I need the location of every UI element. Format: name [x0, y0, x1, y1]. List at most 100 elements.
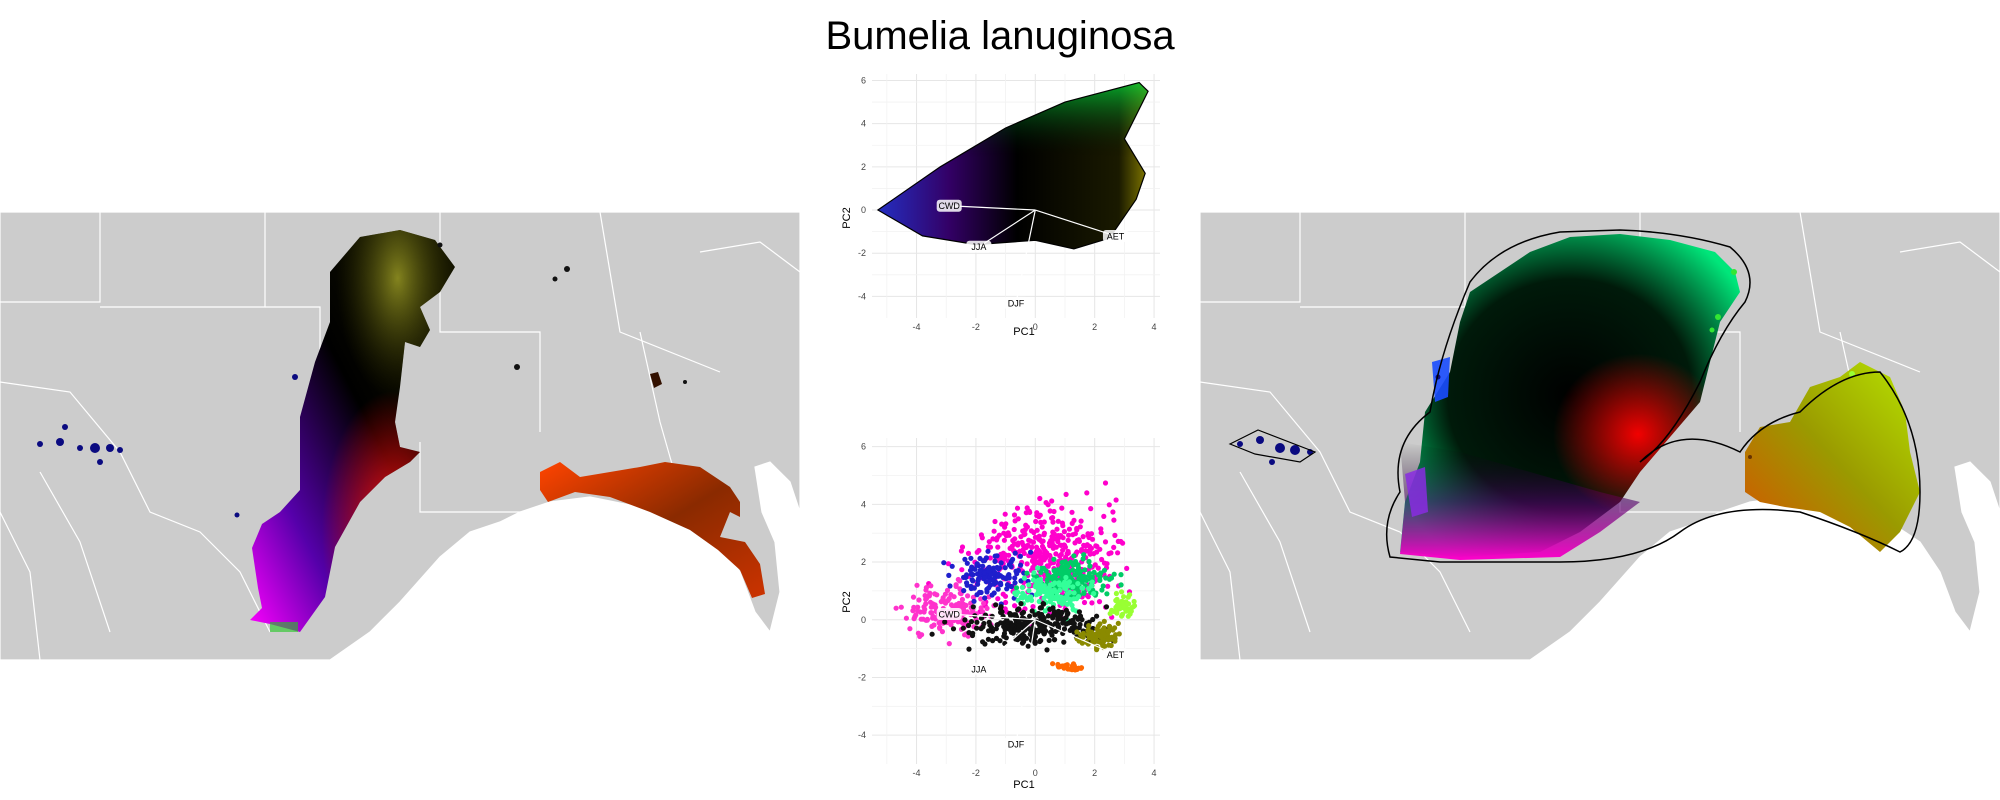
loading-label-jja: JJA: [971, 242, 986, 252]
cluster-point: [1015, 627, 1022, 633]
cluster-point: [966, 646, 972, 652]
cluster-point: [961, 588, 967, 594]
cluster-point: [916, 597, 922, 603]
climate-hull-outline: [876, 81, 1149, 250]
cluster-point: [1070, 567, 1076, 573]
cluster-point: [938, 599, 944, 605]
cluster-point: [1101, 618, 1107, 624]
cluster-point: [1010, 556, 1016, 562]
cluster-point: [1101, 513, 1107, 519]
cluster-point: [1042, 608, 1048, 614]
cluster-point: [959, 596, 965, 603]
y-tick-label: -2: [858, 248, 866, 258]
cluster-point: [987, 555, 993, 561]
cluster-point: [1063, 574, 1069, 581]
cluster-point: [1075, 581, 1081, 587]
cluster-point: [1003, 599, 1009, 606]
cluster-point: [974, 619, 980, 625]
cluster-point: [1012, 603, 1018, 609]
cluster-point: [951, 594, 957, 600]
cluster-point: [978, 596, 984, 602]
cluster-point: [1054, 526, 1060, 532]
cluster-point: [969, 632, 976, 639]
cluster-point: [964, 582, 970, 588]
cluster-point: [1056, 599, 1062, 605]
cluster-point: [1102, 480, 1109, 486]
cluster-point: [986, 539, 992, 545]
cluster-point: [1055, 623, 1061, 629]
cluster-point: [1065, 537, 1071, 543]
cluster-point: [1063, 607, 1069, 613]
cluster-point: [910, 594, 917, 600]
cluster-point: [1098, 570, 1104, 576]
cluster-point: [998, 609, 1004, 615]
cluster-point: [995, 544, 1001, 550]
cluster-point: [1072, 624, 1078, 630]
cluster-point: [1110, 509, 1116, 515]
x-tick-label: 4: [1152, 768, 1157, 778]
cluster-point: [1023, 635, 1030, 641]
cluster-point: [1035, 547, 1041, 553]
cluster-point: [1017, 548, 1023, 554]
loading-label-djf: DJF: [1008, 739, 1025, 749]
cluster-point: [946, 572, 952, 578]
cluster-point: [1006, 532, 1012, 538]
cluster-point: [1095, 565, 1101, 571]
loading-label-bg: [966, 662, 992, 675]
cluster-point: [1059, 505, 1065, 511]
cluster-point: [1066, 532, 1072, 538]
cluster-point: [997, 638, 1003, 644]
cluster-point: [985, 548, 991, 554]
cluster-point: [1027, 509, 1033, 515]
cluster-point: [1072, 531, 1078, 537]
cluster-point: [1055, 608, 1062, 614]
cluster-point: [957, 578, 963, 584]
cluster-point: [903, 615, 909, 621]
cluster-point: [1003, 635, 1009, 641]
cluster-point: [998, 560, 1004, 566]
cluster-point: [1001, 530, 1007, 536]
cluster-point: [1107, 624, 1113, 630]
cluster-point: [1092, 639, 1098, 645]
cluster-point: [1100, 583, 1106, 589]
cluster-point: [1024, 561, 1030, 567]
cluster-point: [1050, 519, 1056, 525]
y-tick-label: 4: [861, 499, 866, 509]
hull-outline: [1385, 229, 1921, 563]
cluster-point: [918, 616, 924, 622]
cluster-point: [1086, 558, 1092, 565]
cluster-point: [1119, 600, 1125, 606]
cluster-point: [1012, 550, 1018, 556]
cluster-points: [893, 480, 1138, 673]
cluster-point: [1124, 565, 1130, 571]
y-tick-label: 0: [861, 615, 866, 625]
cluster-point: [932, 591, 938, 597]
cluster-point: [1030, 604, 1036, 610]
cluster-point: [1088, 583, 1094, 589]
cluster-point: [990, 536, 996, 542]
cluster-point: [1041, 532, 1047, 538]
cluster-point: [1060, 618, 1066, 624]
cluster-point: [1082, 543, 1089, 549]
cluster-point: [1031, 529, 1037, 536]
cluster-point: [962, 556, 968, 562]
cluster-point: [1030, 558, 1036, 564]
cluster-point: [1071, 517, 1077, 523]
cluster-point: [1108, 642, 1114, 649]
cluster-point: [1071, 590, 1077, 596]
cluster-point: [1111, 571, 1117, 577]
cluster-point: [1021, 550, 1027, 556]
cluster-point: [965, 593, 971, 599]
cluster-point: [1095, 623, 1101, 629]
hull-outline-west: [1228, 429, 1317, 463]
cluster-point: [987, 544, 994, 550]
cluster-point: [1041, 545, 1047, 552]
cluster-point: [1048, 596, 1054, 602]
cluster-point: [923, 587, 929, 593]
y-tick-label: 2: [861, 557, 866, 567]
cluster-point: [1082, 567, 1088, 573]
cluster-point: [1046, 637, 1052, 643]
cluster-point: [1036, 514, 1042, 520]
cluster-point: [1078, 518, 1084, 524]
cluster-point: [964, 572, 970, 578]
